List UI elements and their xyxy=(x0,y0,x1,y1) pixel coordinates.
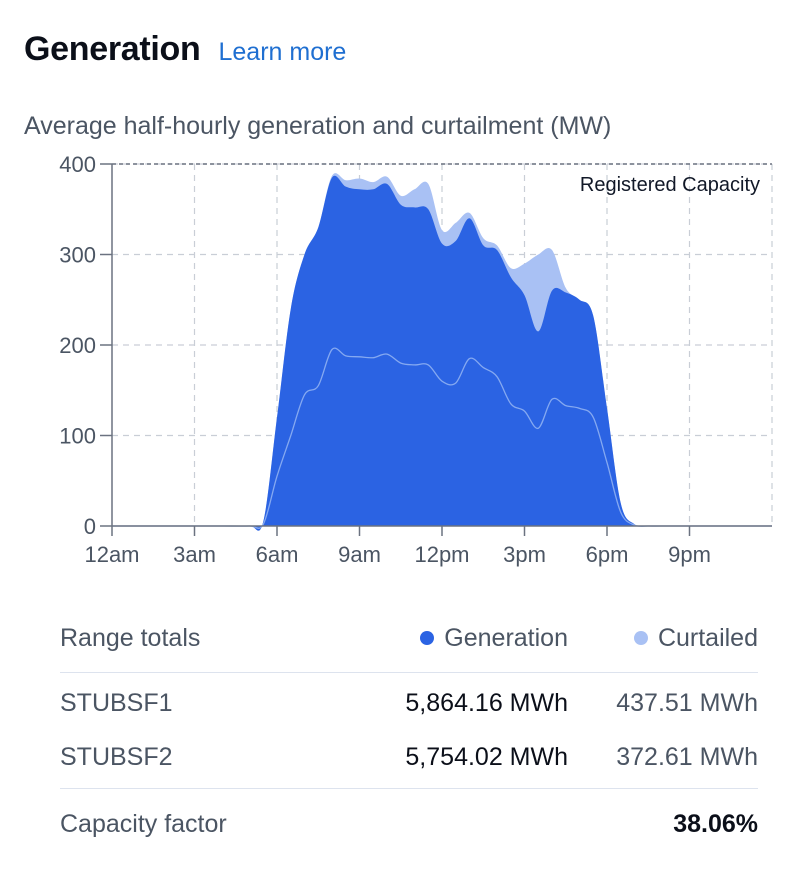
stubsf2-line xyxy=(112,347,772,529)
unit-name: STUBSF1 xyxy=(60,688,173,717)
x-tick-label: 9am xyxy=(338,542,381,567)
generation-value: 5,754.02 MWh xyxy=(405,742,568,771)
y-tick-label: 100 xyxy=(59,424,96,449)
generation-dot-icon xyxy=(420,631,435,645)
chart-areas xyxy=(112,173,772,531)
learn-more-link[interactable]: Learn more xyxy=(218,38,347,66)
totals-header-row: Range totals Generation Curtailed xyxy=(60,610,758,666)
chart-axes: 0 100 200 300 400 12am 3am 6am 9am 12pm 3pm 6pm 9pm xyxy=(59,152,772,567)
divider xyxy=(60,672,758,673)
y-tick-label: 400 xyxy=(59,152,96,177)
x-tick-label: 6am xyxy=(256,542,299,567)
capacity-factor-label: Capacity factor xyxy=(60,809,227,838)
legend-generation: Generation xyxy=(328,624,568,653)
legend-generation-label: Generation xyxy=(444,623,568,652)
generation-value: 5,864.16 MWh xyxy=(405,688,568,717)
unit-name: STUBSF2 xyxy=(60,742,173,771)
capacity-factor-row: Capacity factor 38.06% xyxy=(60,797,758,851)
divider xyxy=(60,788,758,789)
curtailed-value: 372.61 MWh xyxy=(616,742,758,771)
legend-curtailed-label: Curtailed xyxy=(657,623,758,652)
registered-capacity-label: Registered Capacity xyxy=(580,174,760,196)
y-tick-label: 200 xyxy=(59,333,96,358)
capacity-factor-value: 38.06% xyxy=(673,809,758,838)
curtailed-value: 437.51 MWh xyxy=(616,688,758,717)
y-tick-label: 300 xyxy=(59,243,96,268)
x-tick-label: 3am xyxy=(173,542,216,567)
y-tick-label: 0 xyxy=(84,514,96,539)
x-tick-label: 12pm xyxy=(414,542,469,567)
generation-area xyxy=(112,175,772,531)
curtailed-dot-icon xyxy=(633,631,648,645)
range-totals-label: Range totals xyxy=(60,623,201,652)
section-header: Generation Learn more xyxy=(24,30,346,69)
x-tick-label: 12am xyxy=(84,542,139,567)
x-tick-label: 6pm xyxy=(586,542,629,567)
chart-grid xyxy=(112,163,773,526)
x-tick-label: 9pm xyxy=(668,542,711,567)
range-totals-table: Range totals Generation Curtailed STUBSF… xyxy=(60,610,758,851)
table-row: STUBSF1 5,864.16 MWh 437.51 MWh xyxy=(60,676,758,730)
chart-title: Average half-hourly generation and curta… xyxy=(24,112,612,140)
section-title: Generation xyxy=(24,30,201,68)
legend-curtailed: Curtailed xyxy=(568,624,758,653)
x-tick-label: 3pm xyxy=(503,542,546,567)
table-row: STUBSF2 5,754.02 MWh 372.61 MWh xyxy=(60,730,758,784)
